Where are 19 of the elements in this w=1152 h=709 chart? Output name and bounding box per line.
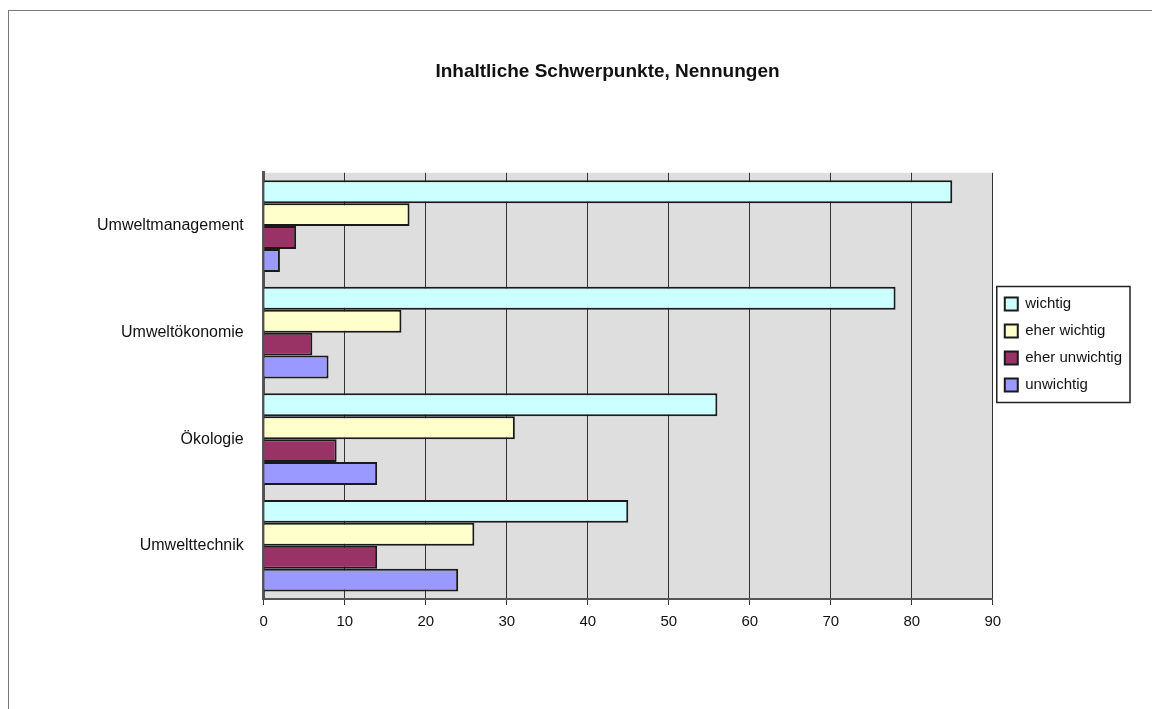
legend-label: eher wichtig	[1025, 321, 1106, 339]
x-tick-label: 60	[741, 612, 759, 630]
x-tick-label: 80	[903, 612, 921, 630]
x-tick-label: 20	[417, 612, 435, 630]
x-tick-label: 10	[336, 612, 354, 630]
y-tick-label: Umweltökonomie	[121, 323, 244, 341]
x-tick-label: 90	[984, 612, 1002, 630]
legend-label: unwichtig	[1025, 375, 1088, 393]
x-tick-label: 70	[822, 612, 840, 630]
legend-label: eher unwichtig	[1025, 348, 1123, 366]
chart-title: Inhaltliche Schwerpunkte, Nennungen	[435, 59, 780, 81]
legend-label: wichtig	[1024, 294, 1072, 312]
x-tick-label: 40	[579, 612, 597, 630]
y-tick-label: Umwelttechnik	[139, 536, 245, 554]
x-tick-label: 0	[259, 612, 268, 630]
x-tick-label: 50	[660, 612, 678, 630]
y-tick-label: Ökologie	[180, 429, 244, 447]
x-tick-label: 30	[498, 612, 516, 630]
y-tick-label: Umweltmanagement	[96, 216, 245, 234]
